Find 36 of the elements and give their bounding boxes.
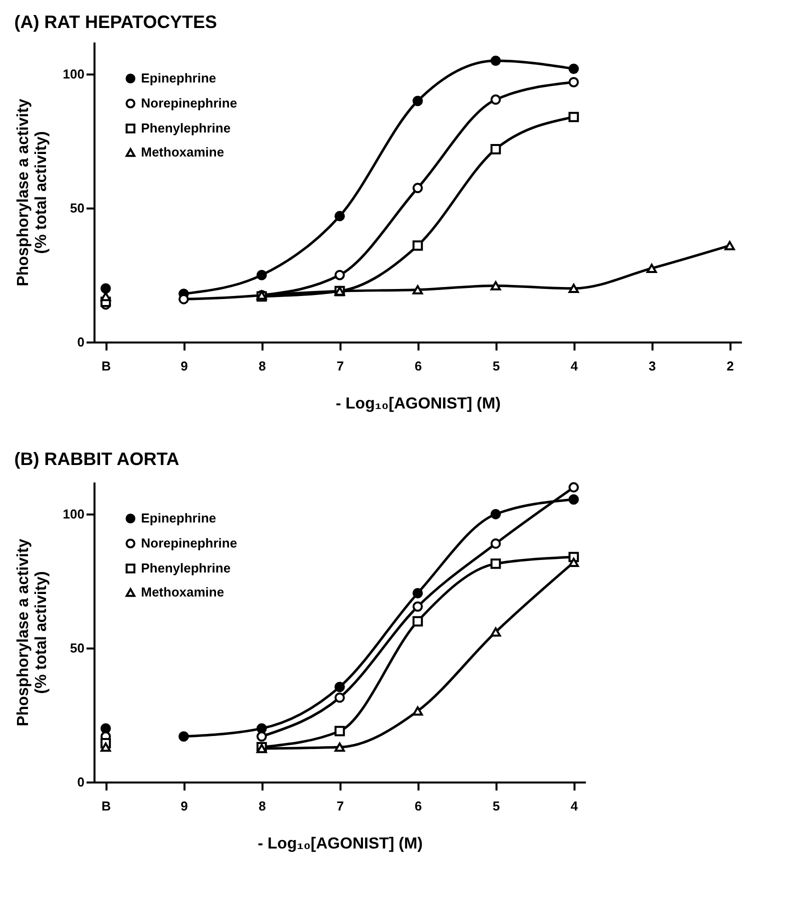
y-tick-label: 100	[62, 506, 84, 522]
legend-label: Norepinephrine	[141, 536, 238, 550]
x-tick-label: 5	[492, 358, 500, 374]
y-tick-label: 100	[62, 66, 84, 82]
y-tick-label: 50	[70, 640, 84, 656]
legend-label: Methoxamine	[141, 584, 224, 600]
x-tick-label: 4	[570, 798, 579, 814]
y-axis-title: Phosphorylase a activity (% total activity)	[14, 538, 50, 726]
x-tick-label: 6	[414, 358, 422, 374]
x-tick-label: 3	[648, 358, 656, 374]
legend-label: Methoxamine	[141, 144, 224, 160]
y-tick-label: 0	[77, 334, 84, 350]
y-axis-title: Phosphorylase a activity (% total activity)	[14, 98, 50, 286]
x-tick-label: 8	[258, 798, 266, 814]
x-tick-label: 2	[726, 358, 734, 374]
x-tick-label: 4	[570, 358, 579, 374]
y-tick-label: 50	[70, 200, 84, 216]
x-tick-label: B	[102, 798, 111, 814]
x-tick-label: 8	[258, 358, 266, 374]
legend-label: Phenylephrine	[141, 560, 231, 576]
x-tick-label: B	[102, 358, 111, 374]
x-tick-label: 5	[492, 798, 500, 814]
x-tick-label: 7	[336, 798, 344, 814]
chart-title: (B) RABBIT AORTA	[14, 449, 180, 470]
legend-label: Phenylephrine	[141, 120, 231, 136]
x-axis-title: - Log₁₀[AGONIST] (M)	[336, 396, 501, 412]
x-tick-label: 9	[180, 798, 188, 814]
x-tick-label: 6	[414, 798, 422, 814]
chart-title: (A) RAT HEPATOCYTES	[14, 12, 217, 32]
x-tick-label: 9	[180, 358, 188, 374]
legend-label: Epinephrine	[141, 70, 216, 86]
legend-label: Epinephrine	[141, 510, 216, 526]
x-axis-title: - Log₁₀[AGONIST] (M)	[258, 836, 423, 852]
y-tick-label: 0	[77, 774, 84, 790]
x-tick-label: 7	[336, 358, 344, 374]
legend-label: Norepinephrine	[141, 96, 238, 110]
